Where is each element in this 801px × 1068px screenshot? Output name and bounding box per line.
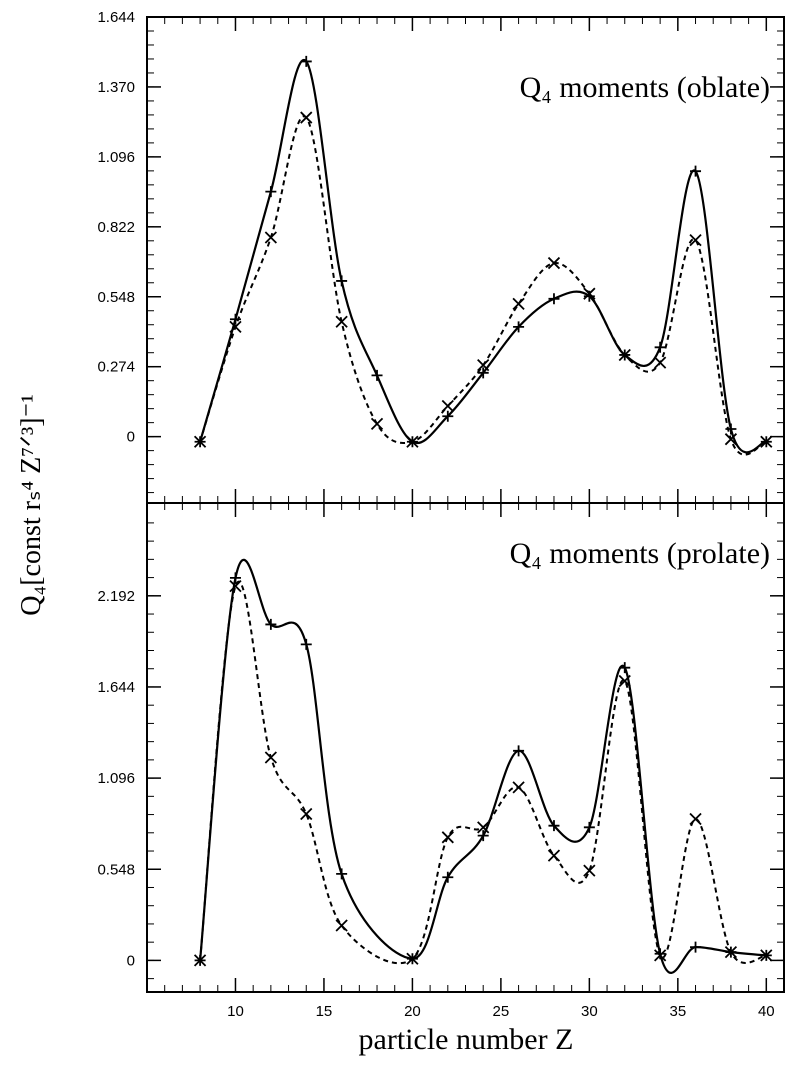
- ytick-label: 1.096: [97, 149, 135, 166]
- x-marker: [264, 231, 277, 244]
- ytick-label: 0.822: [97, 219, 135, 236]
- x-marker: [193, 435, 207, 448]
- ytick-label: 0: [127, 429, 135, 446]
- plus-marker: [513, 745, 525, 757]
- series-solid-line: [199, 558, 767, 974]
- x-marker: [335, 919, 348, 932]
- x-marker: [547, 849, 561, 862]
- ytick-label: 0.548: [97, 861, 135, 878]
- plus-marker: [300, 638, 312, 650]
- plus-marker: [477, 830, 489, 842]
- plus-marker: [229, 572, 241, 584]
- x-marker: [618, 674, 631, 688]
- x-marker: [760, 435, 773, 448]
- ytick-label: 0.274: [97, 359, 135, 376]
- plus-marker: [477, 367, 489, 379]
- series-solid-line: [199, 58, 767, 454]
- x-marker: [724, 945, 738, 959]
- x-marker: [547, 256, 561, 270]
- series-dashed-line: [199, 115, 767, 456]
- x-marker: [441, 831, 454, 844]
- series-dashed-line: [199, 581, 767, 965]
- xtick-label: 15: [316, 1003, 333, 1020]
- plus-marker: [336, 275, 348, 287]
- plus-marker: [513, 321, 525, 333]
- xtick-label: 10: [227, 1003, 244, 1020]
- plus-marker: [371, 369, 383, 381]
- xtick-label: 30: [581, 1003, 598, 1020]
- plus-marker: [300, 55, 312, 67]
- x-marker: [583, 864, 596, 877]
- x-marker: [264, 751, 277, 764]
- plus-marker: [442, 410, 454, 422]
- plus-marker: [548, 293, 560, 305]
- x-marker: [335, 315, 348, 328]
- plus-marker: [265, 186, 277, 198]
- ytick-label: 2.192: [97, 588, 135, 605]
- x-marker: [229, 320, 242, 334]
- oblate-panel-title: Q₄ moments (oblate): [520, 71, 770, 104]
- ytick-label: 1.644: [97, 9, 135, 26]
- xtick-label: 40: [758, 1003, 775, 1020]
- x-marker: [300, 111, 313, 124]
- ytick-label: 1.370: [97, 79, 135, 96]
- x-marker: [441, 399, 454, 413]
- x-marker: [689, 812, 702, 826]
- plus-marker: [654, 341, 666, 353]
- ytick-label: 1.644: [97, 679, 135, 696]
- x-marker: [689, 233, 702, 247]
- plus-marker: [690, 165, 702, 177]
- x-marker: [229, 580, 242, 593]
- plus-marker: [548, 820, 560, 832]
- x-marker: [477, 821, 490, 834]
- x-marker: [654, 949, 667, 962]
- x-marker: [300, 807, 313, 821]
- x-marker: [760, 949, 773, 962]
- x-marker: [406, 952, 419, 965]
- plus-marker: [442, 871, 454, 883]
- x-marker: [724, 433, 738, 446]
- axis-ticks: 0 0.274 0.548 0.822 1.096 1.370 1.644 0 0.548 1.0…: [97, 9, 785, 1020]
- prolate-panel: [193, 558, 773, 974]
- plus-marker: [690, 941, 702, 953]
- xtick-label: 20: [404, 1003, 421, 1020]
- x-marker: [512, 297, 525, 311]
- ytick-label: 0: [127, 952, 135, 969]
- x-marker: [370, 417, 384, 431]
- x-marker: [618, 348, 631, 362]
- y-axis-title: Q₄[const rₛ⁴ Z⁷ᐟ³]⁻¹: [16, 394, 47, 616]
- plus-marker: [336, 868, 348, 880]
- x-axis-title: particle number Z: [359, 1023, 574, 1056]
- x-marker: [654, 356, 667, 369]
- x-marker: [477, 359, 490, 372]
- oblate-panel: [193, 55, 773, 456]
- x-marker: [193, 954, 207, 967]
- plus-marker: [265, 618, 277, 630]
- prolate-panel-title: Q₄ moments (prolate): [510, 537, 770, 570]
- ytick-label: 0.548: [97, 289, 135, 306]
- x-marker: [583, 287, 596, 300]
- x-marker: [512, 781, 525, 794]
- x-marker: [406, 435, 419, 448]
- plus-marker: [619, 662, 631, 674]
- xtick-label: 35: [669, 1003, 686, 1020]
- plus-marker: [583, 821, 595, 833]
- xtick-label: 25: [493, 1003, 510, 1020]
- ytick-label: 1.096: [97, 770, 135, 787]
